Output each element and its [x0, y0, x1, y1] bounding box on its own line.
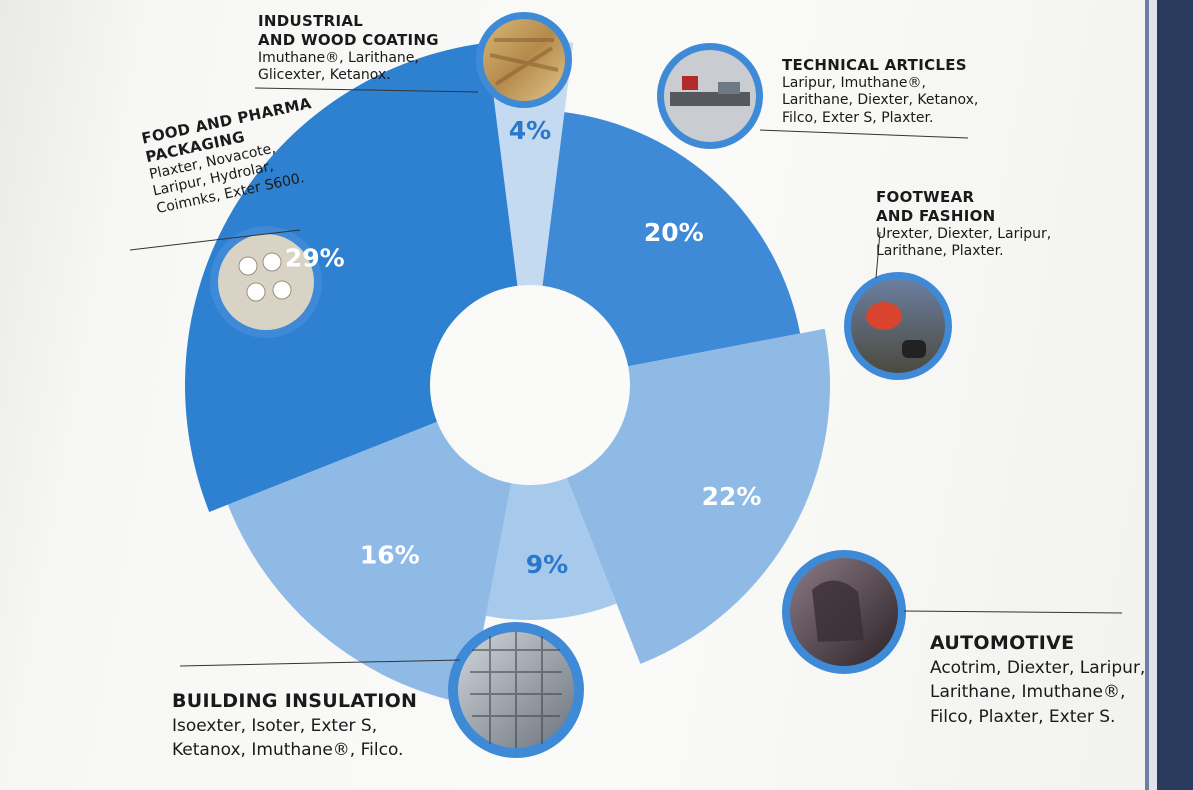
wood-icon	[476, 12, 572, 108]
pill-blister-icon	[210, 226, 322, 338]
label-automotive: AUTOMOTIVE Acotrim, Diexter, Laripur, La…	[930, 632, 1145, 730]
value-label-4: 9%	[526, 550, 568, 579]
segment-products: Acotrim, Diexter, Laripur, Larithane, Im…	[930, 657, 1146, 728]
value-label-1: 4%	[509, 116, 551, 145]
segment-title: INDUSTRIAL AND WOOD COATING	[258, 12, 439, 49]
leader-line-building	[179, 659, 461, 667]
car-seat-icon	[782, 550, 906, 674]
donut-segment-6	[184, 42, 518, 513]
value-label-3: 22%	[702, 482, 762, 511]
segment-title: BUILDING INSULATION	[172, 690, 418, 712]
value-label-5: 16%	[360, 541, 420, 570]
skyscraper-icon	[448, 622, 584, 758]
label-footwear-fashion: FOOTWEAR AND FASHION Urexter, Diexter, L…	[876, 188, 1051, 261]
leader-line-footwear	[875, 231, 881, 279]
page-edge-stripe	[1149, 0, 1157, 790]
segment-products: Imuthane®, Larithane, Glicexter, Ketanox…	[258, 49, 419, 84]
segment-title: FOOTWEAR AND FASHION	[876, 188, 996, 225]
leader-lines	[129, 87, 1123, 667]
segment-icons	[210, 12, 952, 758]
leader-line-technical	[759, 129, 969, 139]
donut-segment-3	[566, 328, 830, 664]
segment-title: TECHNICAL ARTICLES	[782, 56, 967, 74]
segment-products: Isoexter, Isoter, Exter S, Ketanox, Imut…	[172, 715, 404, 761]
leader-line-automotive	[903, 610, 1123, 614]
leader-line-industrial	[254, 87, 479, 93]
segment-products: Laripur, Imuthane®, Larithane, Diexter, …	[782, 74, 979, 126]
value-labels: 4% 20% 22% 9% 16% 29%	[285, 116, 762, 579]
donut-segment-5	[227, 421, 512, 705]
page-edge-stripe	[1145, 0, 1149, 790]
conveyor-icon	[657, 43, 763, 149]
label-building-insulation: BUILDING INSULATION Isoexter, Isoter, Ex…	[172, 690, 417, 763]
label-technical-articles: TECHNICAL ARTICLES Laripur, Imuthane®, L…	[782, 56, 978, 127]
donut-segment-4	[485, 477, 617, 620]
segment-products: Urexter, Diexter, Laripur, Larithane, Pl…	[876, 225, 1052, 260]
donut-segments	[184, 39, 830, 705]
page-edge-binding	[1157, 0, 1193, 790]
value-label-6: 29%	[285, 244, 345, 273]
running-shoe-icon	[844, 272, 952, 380]
value-label-2: 20%	[644, 218, 704, 247]
donut-segment-2	[542, 112, 801, 367]
leader-line-food	[129, 229, 301, 251]
segment-title: AUTOMOTIVE	[930, 632, 1075, 654]
label-industrial-wood-coating: INDUSTRIAL AND WOOD COATING Imuthane®, L…	[258, 12, 439, 85]
